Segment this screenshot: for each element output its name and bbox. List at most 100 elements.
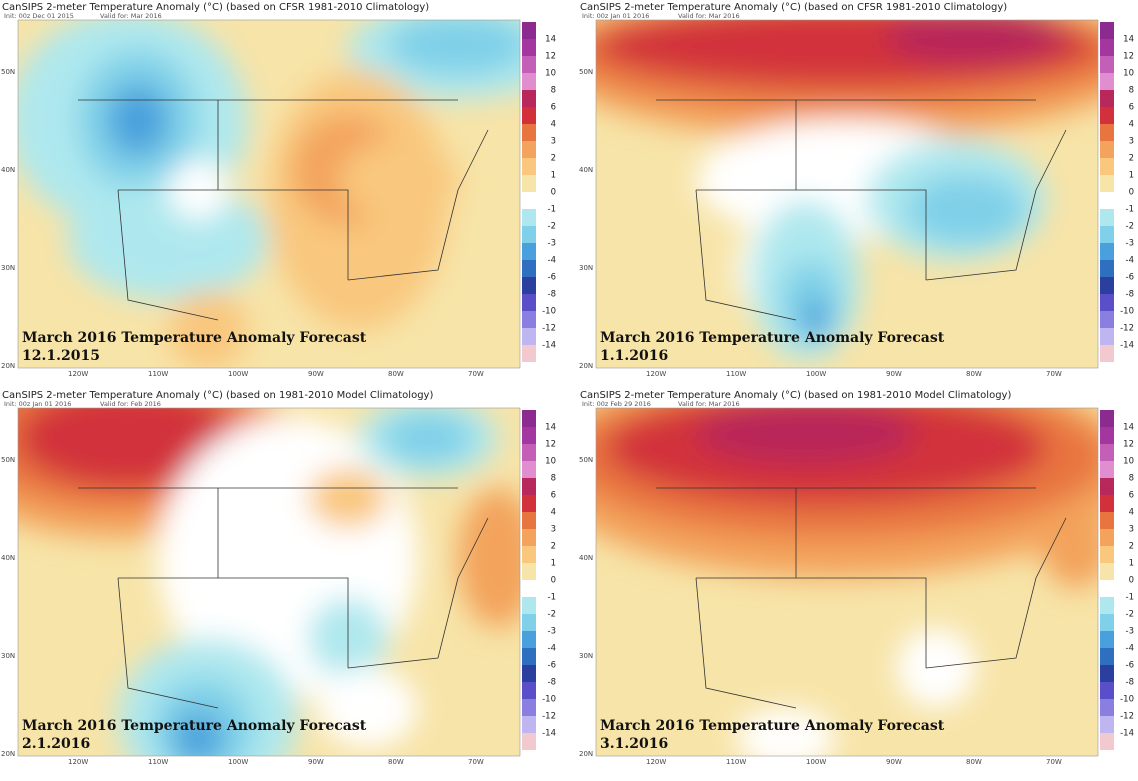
caption-date: 12.1.2015 [22, 348, 100, 364]
colorbar-label: 14 [1123, 35, 1134, 45]
colorbar-swatch [1100, 107, 1114, 124]
colorbar-label: -14 [1120, 729, 1134, 739]
colorbar-swatch [522, 311, 536, 328]
anomaly-region [886, 20, 1066, 65]
valid-time: Valid for: Mar 2016 [678, 400, 740, 408]
lat-label: 40N [579, 554, 593, 562]
init-time: Init: 00z Jan 01 2016 [582, 12, 649, 20]
colorbar-swatch [1100, 294, 1114, 311]
map-area: March 2016 Temperature Anomaly Forecast 1… [595, 19, 1099, 369]
colorbar-swatch [522, 158, 536, 175]
anomaly-field [596, 408, 1098, 756]
colorbar-swatch [522, 699, 536, 716]
colorbar-label: 1 [551, 559, 556, 569]
colorbar-swatch [1100, 260, 1114, 277]
colorbar-swatch [522, 90, 536, 107]
colorbar-label: 6 [1129, 491, 1134, 501]
colorbar-label: -12 [542, 712, 556, 722]
colorbar-label: -1 [548, 205, 556, 215]
colorbar-label: 6 [551, 103, 556, 113]
colorbar-label: 2 [1129, 154, 1134, 164]
caption: March 2016 Temperature Anomaly Forecast [22, 718, 367, 734]
colorbar-swatch [522, 478, 536, 495]
colorbar-swatch [522, 73, 536, 90]
colorbar-swatch [522, 614, 536, 631]
colorbar-swatch [1100, 328, 1114, 345]
colorbar-swatch [1100, 226, 1114, 243]
colorbar-swatch [1100, 311, 1114, 328]
colorbar-swatch [1100, 444, 1114, 461]
colorbar-label: 4 [1129, 120, 1134, 130]
valid-time: Valid for: Mar 2016 [100, 12, 162, 20]
lon-label: 100W [806, 370, 826, 378]
colorbar-label: 12 [545, 52, 556, 62]
borders [656, 487, 1067, 709]
valid-time: Valid for: Mar 2016 [678, 12, 740, 20]
caption: March 2016 Temperature Anomaly Forecast [600, 330, 945, 346]
colorbar-swatch [522, 56, 536, 73]
lon-label: 110W [726, 370, 746, 378]
panel-header: CanSIPS 2-meter Temperature Anomaly (°C)… [580, 390, 1011, 401]
colorbar-swatch [522, 22, 536, 39]
caption-date: 3.1.2016 [600, 736, 668, 752]
colorbar-label: -3 [1126, 239, 1134, 249]
colorbar-swatch [522, 682, 536, 699]
colorbar-swatch [1100, 22, 1114, 39]
anomaly-region [696, 408, 916, 463]
lon-label: 70W [1046, 758, 1062, 766]
colorbar-label: -6 [548, 273, 556, 283]
colorbar-swatch [1100, 512, 1114, 529]
colorbar-label: -12 [542, 324, 556, 334]
colorbar-swatch [1100, 141, 1114, 158]
lat-label: 40N [1, 554, 15, 562]
lat-label: 40N [579, 166, 593, 174]
lat-label: 30N [1, 264, 15, 272]
anomaly-region [18, 408, 238, 488]
borders [78, 99, 489, 321]
caption: March 2016 Temperature Anomaly Forecast [600, 718, 945, 734]
colorbar-label: -1 [548, 593, 556, 603]
lon-label: 110W [148, 370, 168, 378]
colorbar-label: 10 [1123, 457, 1134, 467]
colorbar-label: -14 [1120, 341, 1134, 351]
map-panel: CanSIPS 2-meter Temperature Anomaly (°C)… [1, 2, 556, 378]
anomaly-contours [18, 20, 520, 368]
colorbar-label: -10 [542, 307, 556, 317]
colorbar-swatch [522, 175, 536, 192]
colorbar-swatch [1100, 192, 1114, 209]
init-time: Init: 00z Feb 29 2016 [582, 400, 651, 408]
colorbar-label: -4 [1126, 644, 1134, 654]
colorbar-swatch [522, 226, 536, 243]
anomaly-region [318, 668, 418, 748]
map-frame [17, 19, 521, 369]
colorbar-label: 3 [551, 525, 556, 535]
anomaly-region [168, 290, 248, 368]
anomaly-field [596, 20, 1098, 368]
colorbar-label: -1 [1126, 593, 1134, 603]
colorbar-label: -2 [548, 222, 556, 232]
anomaly-region [1041, 508, 1098, 588]
anomaly-field [18, 408, 520, 756]
map-frame [595, 19, 1099, 369]
colorbar-label: 10 [1123, 69, 1134, 79]
colorbar-swatch [522, 410, 536, 427]
colorbar-label: -6 [1126, 661, 1134, 671]
lat-label: 40N [1, 166, 15, 174]
anomaly-region [736, 708, 836, 756]
colorbar-swatch [522, 597, 536, 614]
colorbar-swatch [1100, 546, 1114, 563]
colorbar-swatch [522, 444, 536, 461]
colorbar-swatch [522, 546, 536, 563]
colorbar-swatch [1100, 73, 1114, 90]
colorbar-swatch [1100, 56, 1114, 73]
colorbar-label: -2 [1126, 222, 1134, 232]
colorbar-swatch [1100, 90, 1114, 107]
colorbar-swatch [1100, 597, 1114, 614]
colorbar-swatch [1100, 614, 1114, 631]
colorbar-swatch [1100, 563, 1114, 580]
colorbar-label: 12 [1123, 52, 1134, 62]
colorbar-swatch [522, 277, 536, 294]
caption-date: 2.1.2016 [22, 736, 90, 752]
anomaly-region [388, 20, 520, 75]
map-area: March 2016 Temperature Anomaly Forecast 1… [17, 19, 521, 369]
